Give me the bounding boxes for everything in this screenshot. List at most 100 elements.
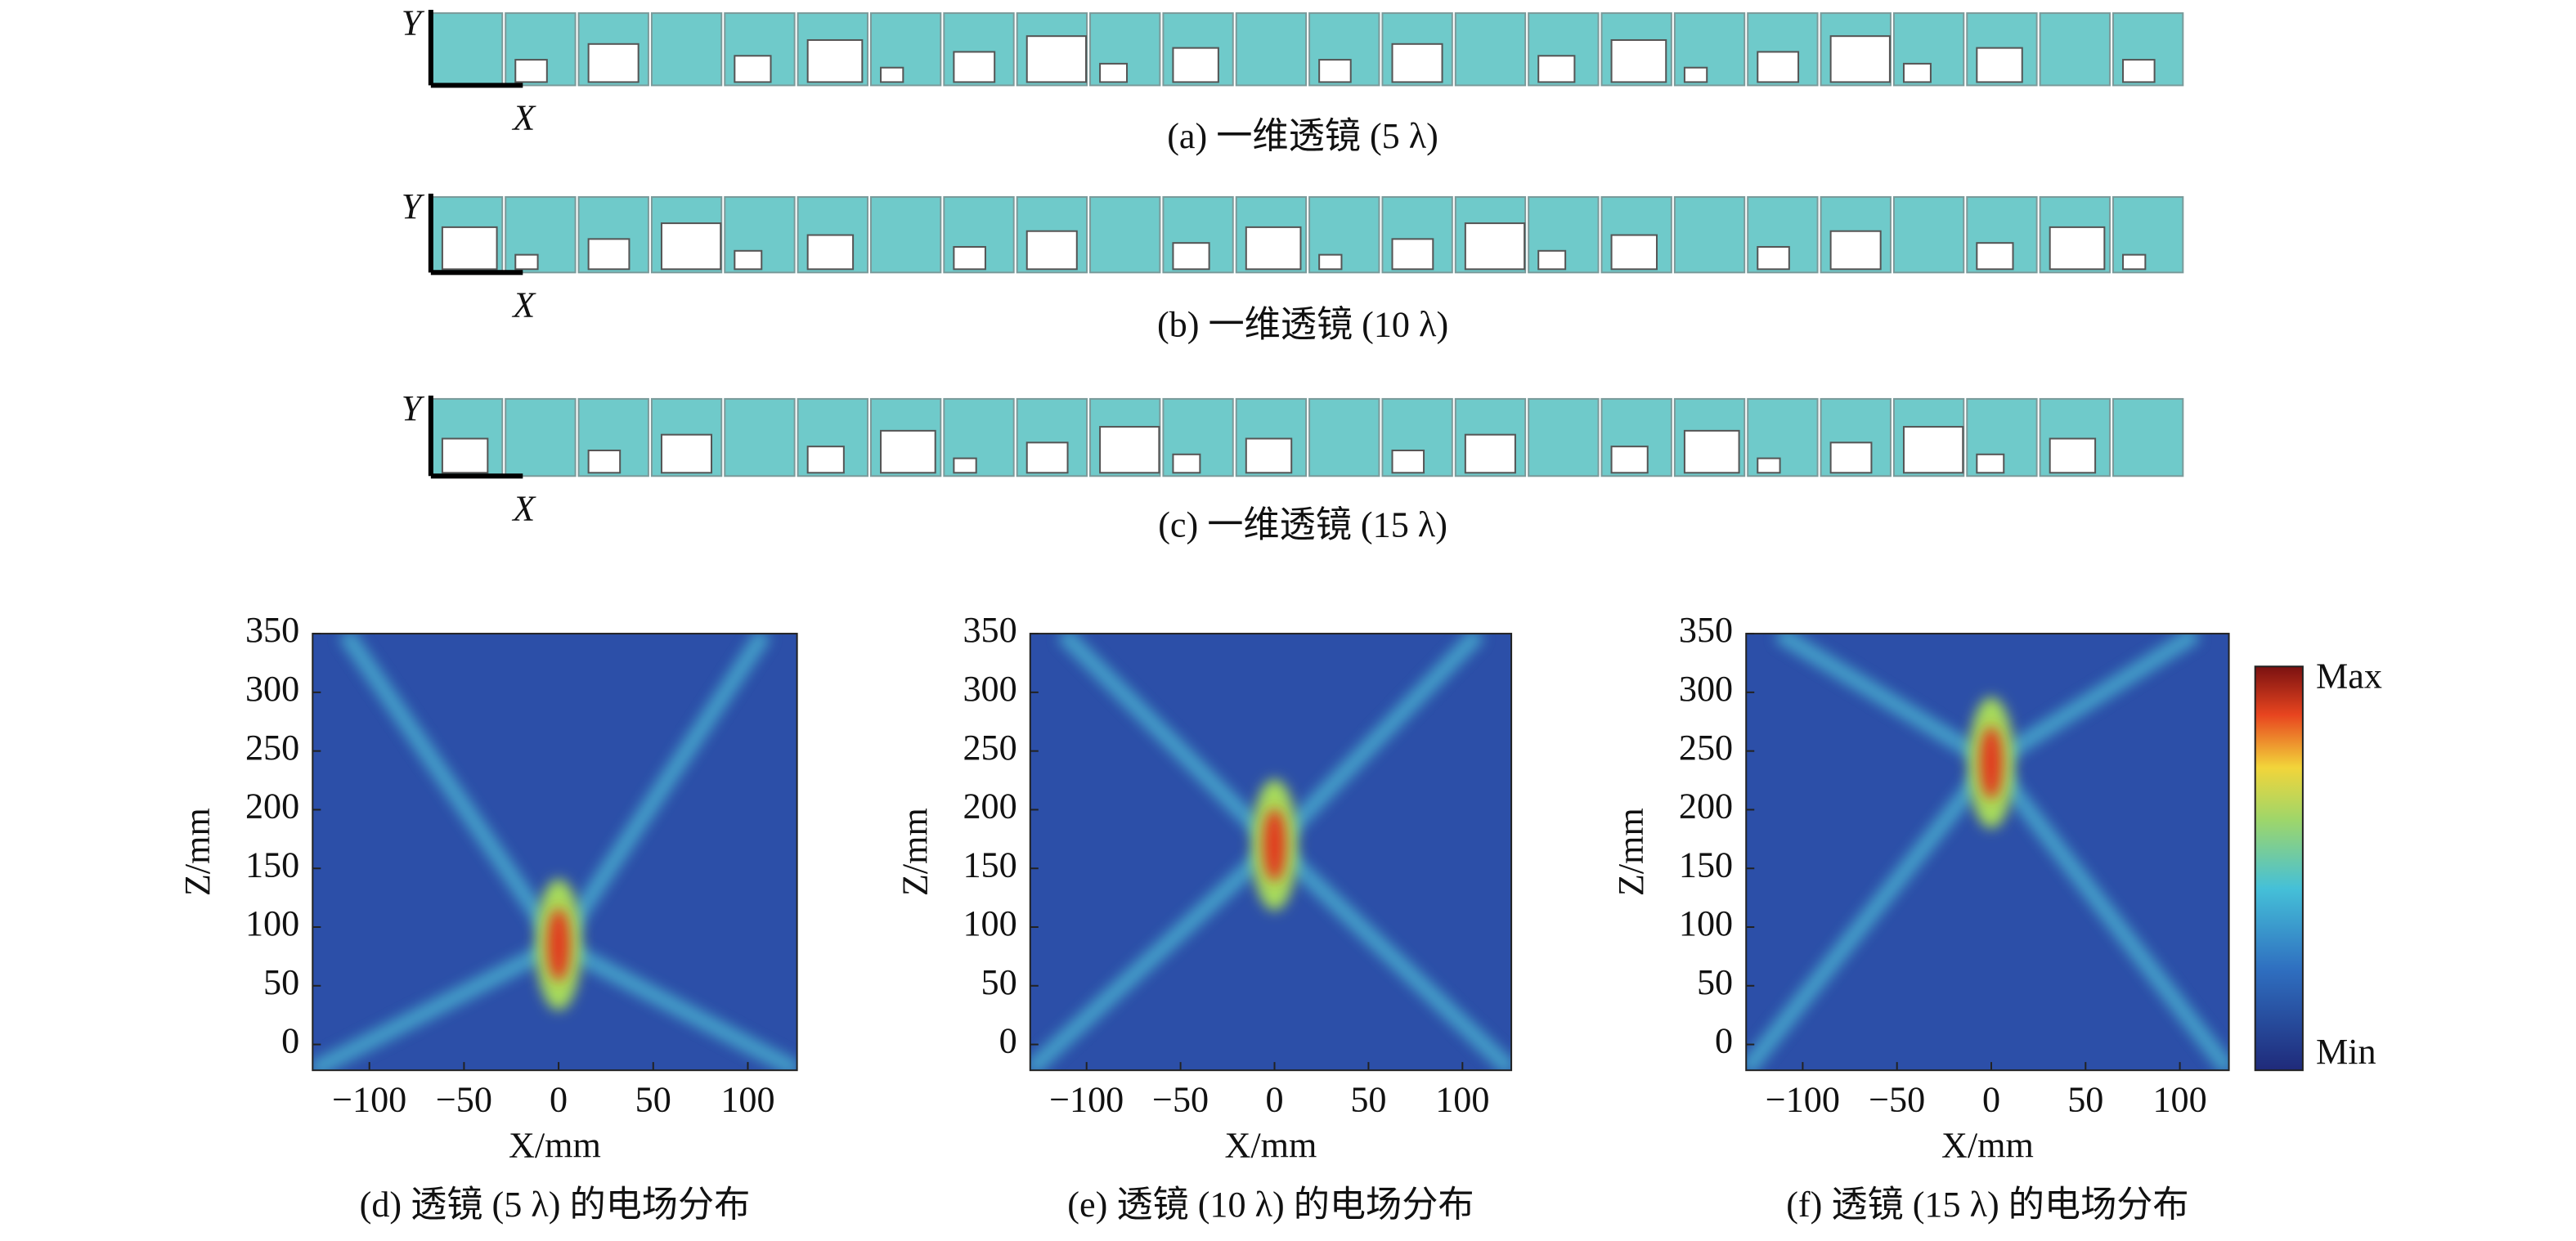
- heatmap: [1030, 634, 1512, 1071]
- caption: (d) 透镜 (5 λ) 的电场分布: [360, 1185, 751, 1225]
- slot: [1099, 426, 1160, 474]
- unit-cell: [1528, 397, 1600, 477]
- slot: [880, 429, 936, 474]
- slot: [1757, 245, 1790, 271]
- y-tick-label: 200: [245, 786, 299, 827]
- y-tick-label: 100: [245, 903, 299, 943]
- y-tick-label: 250: [1679, 728, 1733, 768]
- slot: [953, 245, 986, 271]
- slot: [1464, 433, 1516, 474]
- y-tick-label: 0: [1715, 1021, 1733, 1061]
- x-tick-label: 100: [720, 1079, 774, 1119]
- x-tick-label: 100: [2152, 1079, 2206, 1119]
- plot-frame: [1029, 633, 1513, 1072]
- y-tick-label: 50: [981, 962, 1017, 1002]
- colorbar-min: Min: [2316, 1032, 2376, 1072]
- x-axis-label: X/mm: [1941, 1126, 2034, 1166]
- slot: [1025, 35, 1088, 83]
- slot: [1172, 242, 1210, 271]
- y-tick-label: 150: [1679, 845, 1733, 885]
- slot: [587, 238, 631, 271]
- slot: [1537, 249, 1567, 271]
- slot: [1318, 253, 1343, 271]
- slot: [1610, 38, 1667, 83]
- plot-frame: [312, 633, 798, 1072]
- slot: [1976, 242, 2014, 271]
- x-tick-label: 100: [1435, 1079, 1489, 1119]
- slot: [2122, 59, 2156, 83]
- slot: [806, 446, 845, 474]
- beam: [1985, 757, 2229, 1071]
- slot: [1829, 441, 1873, 474]
- beam: [1057, 634, 1281, 851]
- y-axis-label: Z/mm: [895, 808, 935, 896]
- y-tick-label: 100: [963, 903, 1016, 943]
- unit-cell: [1308, 397, 1380, 477]
- beam: [1268, 839, 1512, 1071]
- x-axis-name: X: [511, 489, 536, 529]
- slot: [1245, 437, 1293, 474]
- plot-frame: [1745, 633, 2230, 1072]
- slot: [806, 234, 855, 271]
- slot: [587, 43, 640, 83]
- x-axis-label: X/mm: [1224, 1126, 1317, 1166]
- slot: [1976, 453, 2005, 474]
- x-tick-label: −50: [436, 1079, 492, 1119]
- x-tick-label: 0: [1265, 1079, 1283, 1119]
- slot: [441, 437, 489, 474]
- unit-cell: [2112, 397, 2184, 477]
- colorbar: [2254, 665, 2304, 1072]
- slot: [1391, 449, 1425, 474]
- y-tick-label: 200: [1679, 786, 1733, 827]
- beam: [339, 634, 566, 950]
- unit-cell: [505, 195, 577, 274]
- y-tick-label: 300: [245, 669, 299, 709]
- unit-cell: [431, 12, 504, 87]
- unit-cell: [2112, 195, 2184, 274]
- caption: (c) 一维透镜 (15 λ): [1158, 505, 1447, 545]
- slot: [587, 449, 622, 474]
- y-tick-label: 350: [963, 610, 1016, 650]
- unit-cell: [1673, 195, 1746, 274]
- slot: [1391, 238, 1434, 271]
- slot: [1683, 429, 1740, 474]
- beam: [1268, 634, 1485, 851]
- x-tick-label: −100: [1766, 1079, 1840, 1119]
- slot: [1172, 47, 1219, 83]
- slot: [953, 51, 996, 83]
- slot: [1464, 222, 1526, 271]
- slot: [2049, 437, 2097, 474]
- caption: (b) 一维透镜 (10 λ): [1157, 305, 1448, 345]
- unit-cell: [650, 12, 723, 87]
- x-tick-label: 0: [550, 1079, 568, 1119]
- focus: [547, 908, 571, 981]
- x-tick-label: 50: [2067, 1079, 2103, 1119]
- unit-cell: [1089, 195, 1161, 274]
- y-tick-label: 50: [1697, 962, 1733, 1002]
- beam: [554, 937, 797, 1071]
- slot: [734, 55, 772, 83]
- slot: [734, 249, 763, 271]
- x-tick-label: −100: [1049, 1079, 1124, 1119]
- x-tick-label: −50: [1869, 1079, 1925, 1119]
- slot: [1757, 51, 1800, 83]
- slot: [1245, 226, 1302, 271]
- x-tick-label: 50: [635, 1079, 671, 1119]
- slot: [441, 226, 498, 271]
- unit-cell: [1235, 12, 1308, 87]
- x-tick-label: −50: [1152, 1079, 1209, 1119]
- y-axis-label: Z/mm: [1611, 808, 1651, 896]
- slot: [1829, 35, 1891, 83]
- unit-cell: [1892, 195, 1965, 274]
- colorbar-max: Max: [2316, 656, 2382, 696]
- heatmap: [312, 634, 797, 1071]
- slot: [1391, 43, 1443, 83]
- y-tick-label: 200: [963, 786, 1016, 827]
- unit-cell: [869, 195, 942, 274]
- x-axis-name: X: [511, 285, 536, 325]
- slot: [1683, 66, 1708, 83]
- y-tick-label: 100: [1679, 903, 1733, 943]
- x-tick-label: 50: [1350, 1079, 1386, 1119]
- beam: [1030, 839, 1281, 1071]
